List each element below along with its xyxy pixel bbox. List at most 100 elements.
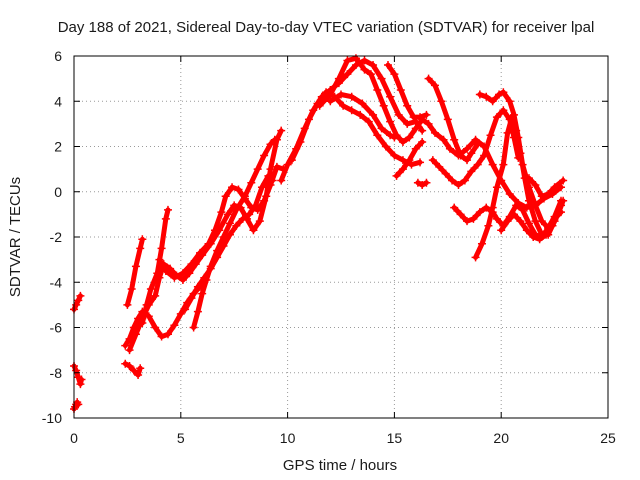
data-point [187, 260, 196, 269]
data-point [187, 294, 196, 303]
data-point [441, 169, 450, 178]
y-tick-label: 6 [54, 48, 62, 64]
chart-title: Day 188 of 2021, Sidereal Day-to-day VTE… [58, 19, 595, 36]
data-point [416, 158, 425, 167]
data-point [535, 235, 544, 244]
data-point [260, 196, 269, 205]
data-point [373, 131, 382, 140]
data-point [202, 275, 211, 284]
data-point [170, 273, 179, 282]
data-point [193, 307, 202, 316]
data-point [74, 296, 83, 305]
data-point [503, 217, 512, 226]
series-arc-3 [71, 293, 83, 312]
data-point [405, 156, 414, 165]
data-point [123, 300, 132, 309]
data-point [356, 110, 365, 119]
data-point [403, 101, 412, 110]
data-point [495, 90, 504, 99]
data-point [210, 226, 219, 235]
y-tick-label: -4 [50, 274, 63, 290]
data-point [524, 183, 533, 192]
data-point [424, 74, 433, 83]
data-point [550, 183, 559, 192]
data-point [475, 90, 484, 99]
series-arc-13-markers [287, 88, 425, 169]
y-axis-label: SDTVAR / TECUs [7, 177, 24, 297]
data-point [430, 128, 439, 137]
data-point [343, 70, 352, 79]
series-arc-19-markers [424, 74, 482, 165]
series-arc-11-markers [189, 135, 279, 332]
data-point [304, 115, 313, 124]
data-point [411, 124, 420, 133]
series-arc-6-markers [123, 235, 147, 309]
data-point [131, 262, 140, 271]
data-point [151, 323, 160, 332]
data-point [369, 61, 378, 70]
series-arc-12 [278, 58, 425, 183]
series-arc-2-markers [70, 361, 86, 389]
data-series [70, 54, 568, 413]
series-arc-18-markers [413, 178, 431, 189]
data-point [176, 309, 185, 318]
data-point [413, 178, 422, 187]
data-point [204, 239, 213, 248]
series-arc-17-markers [392, 137, 427, 180]
data-point [524, 219, 533, 228]
data-point [247, 178, 256, 187]
data-point [463, 156, 472, 165]
data-point [531, 180, 540, 189]
x-tick-label: 20 [493, 430, 509, 446]
data-point [134, 371, 143, 380]
y-tick-label: 0 [54, 184, 62, 200]
data-point [492, 113, 501, 122]
data-point [343, 56, 352, 65]
data-point [516, 217, 525, 226]
y-tick-label: -8 [50, 365, 63, 381]
data-point [542, 230, 551, 239]
data-point [283, 160, 292, 169]
data-point [121, 341, 130, 350]
data-point [469, 214, 478, 223]
data-point [272, 162, 281, 171]
data-point [155, 255, 164, 264]
data-point [127, 285, 136, 294]
data-point [435, 162, 444, 171]
x-tick-label: 25 [600, 430, 616, 446]
data-point [138, 318, 147, 327]
x-axis-label: GPS time / hours [283, 457, 397, 474]
data-point [379, 101, 388, 110]
data-point [264, 171, 273, 180]
data-point [181, 305, 190, 314]
data-point [488, 97, 497, 106]
data-point [136, 364, 145, 373]
data-point [266, 180, 275, 189]
data-point [287, 156, 296, 165]
data-point [178, 275, 187, 284]
data-point [347, 92, 356, 101]
data-point [337, 90, 345, 99]
data-point [221, 192, 230, 201]
data-point [76, 291, 85, 300]
data-point [266, 140, 275, 149]
data-point [460, 176, 469, 185]
data-point [136, 244, 145, 253]
data-point [206, 262, 215, 271]
data-point [499, 160, 508, 169]
data-point [499, 88, 508, 97]
data-point [383, 61, 392, 70]
grid [74, 56, 608, 418]
data-point [445, 144, 454, 153]
y-tick-label: -10 [42, 410, 62, 426]
data-point [161, 266, 170, 275]
data-point [360, 56, 369, 65]
data-point [518, 205, 527, 214]
data-point [439, 135, 448, 144]
data-point [257, 183, 266, 192]
data-point [196, 248, 205, 257]
data-point [369, 110, 378, 119]
data-point [386, 117, 395, 126]
data-point [559, 196, 568, 205]
data-point [390, 70, 399, 79]
